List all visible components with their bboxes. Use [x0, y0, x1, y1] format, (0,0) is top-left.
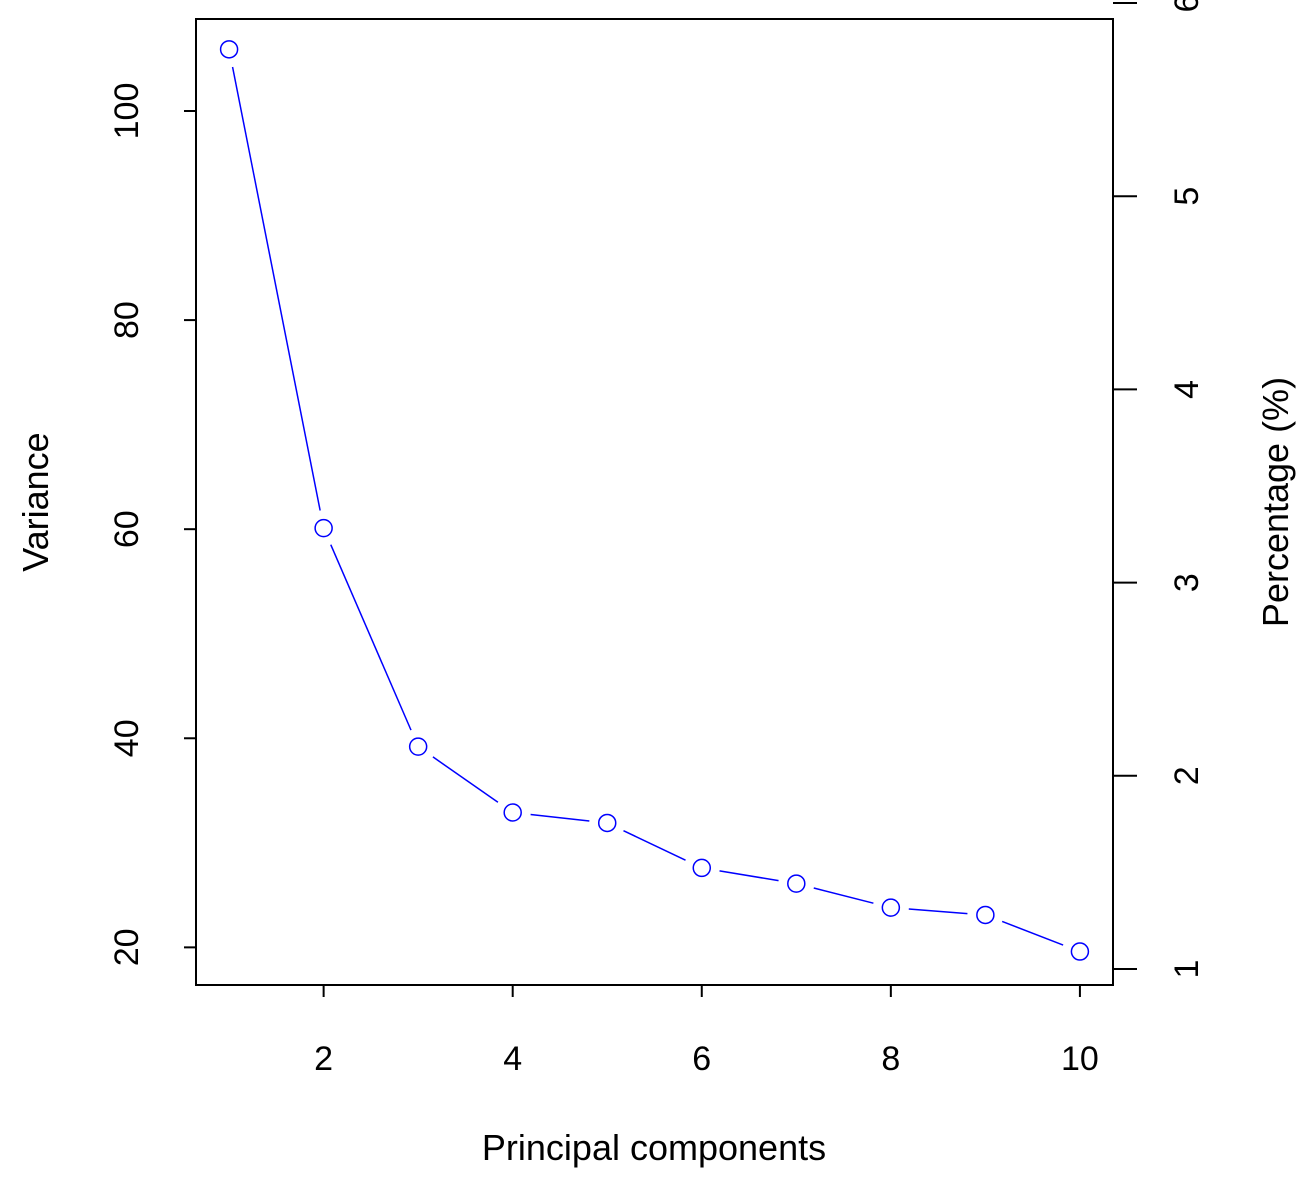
- y-tick-label: 100: [108, 83, 146, 140]
- y-right-tick-label: 6: [1168, 0, 1206, 12]
- y-right-tick-label: 3: [1168, 573, 1206, 592]
- x-axis-title: Principal components: [482, 1127, 826, 1168]
- x-tick-label: 10: [1061, 1040, 1099, 1078]
- x-tick-label: 4: [503, 1040, 522, 1078]
- series-segment: [432, 756, 499, 803]
- series-segment: [908, 908, 968, 915]
- data-point: [976, 905, 995, 925]
- y-tick-label: 80: [108, 301, 146, 339]
- x-axis: 2 4 6 8 10: [314, 985, 1099, 1078]
- series-segment: [623, 830, 686, 861]
- data-point: [787, 874, 806, 893]
- data-point: [881, 898, 901, 917]
- y-right-tick-label: 2: [1168, 766, 1206, 785]
- y-right-tick-label: 4: [1168, 380, 1206, 399]
- plot-frame: [195, 18, 1114, 986]
- y-axis-right: 1 2 3 4 5 6: [1113, 0, 1206, 978]
- data-point: [219, 40, 239, 59]
- series-segment: [813, 887, 874, 904]
- series-segment: [719, 870, 779, 882]
- y-tick-label: 20: [108, 928, 146, 966]
- data-point: [408, 737, 428, 756]
- series-segment: [1001, 920, 1064, 946]
- y-axis-title: Variance: [15, 432, 56, 571]
- series-segment: [330, 544, 412, 731]
- series-segment: [530, 813, 590, 822]
- x-tick-label: 8: [881, 1040, 900, 1078]
- y-axis-left: 20 40 60 80 100: [108, 83, 196, 966]
- y-tick-label: 40: [108, 719, 146, 757]
- data-point: [314, 518, 333, 538]
- y-right-tick-label: 5: [1168, 187, 1206, 206]
- x-tick-label: 6: [692, 1040, 711, 1078]
- data-point: [597, 813, 617, 833]
- data-point: [503, 803, 522, 822]
- series-segment: [231, 66, 321, 511]
- y-tick-label: 60: [108, 510, 146, 548]
- y-right-tick-label: 1: [1168, 960, 1206, 979]
- y-axis-right-title: Percentage (%): [1255, 377, 1296, 627]
- series-variance: [219, 40, 1090, 961]
- data-point: [692, 858, 712, 878]
- x-tick-label: 2: [314, 1040, 333, 1078]
- data-point: [1070, 942, 1090, 961]
